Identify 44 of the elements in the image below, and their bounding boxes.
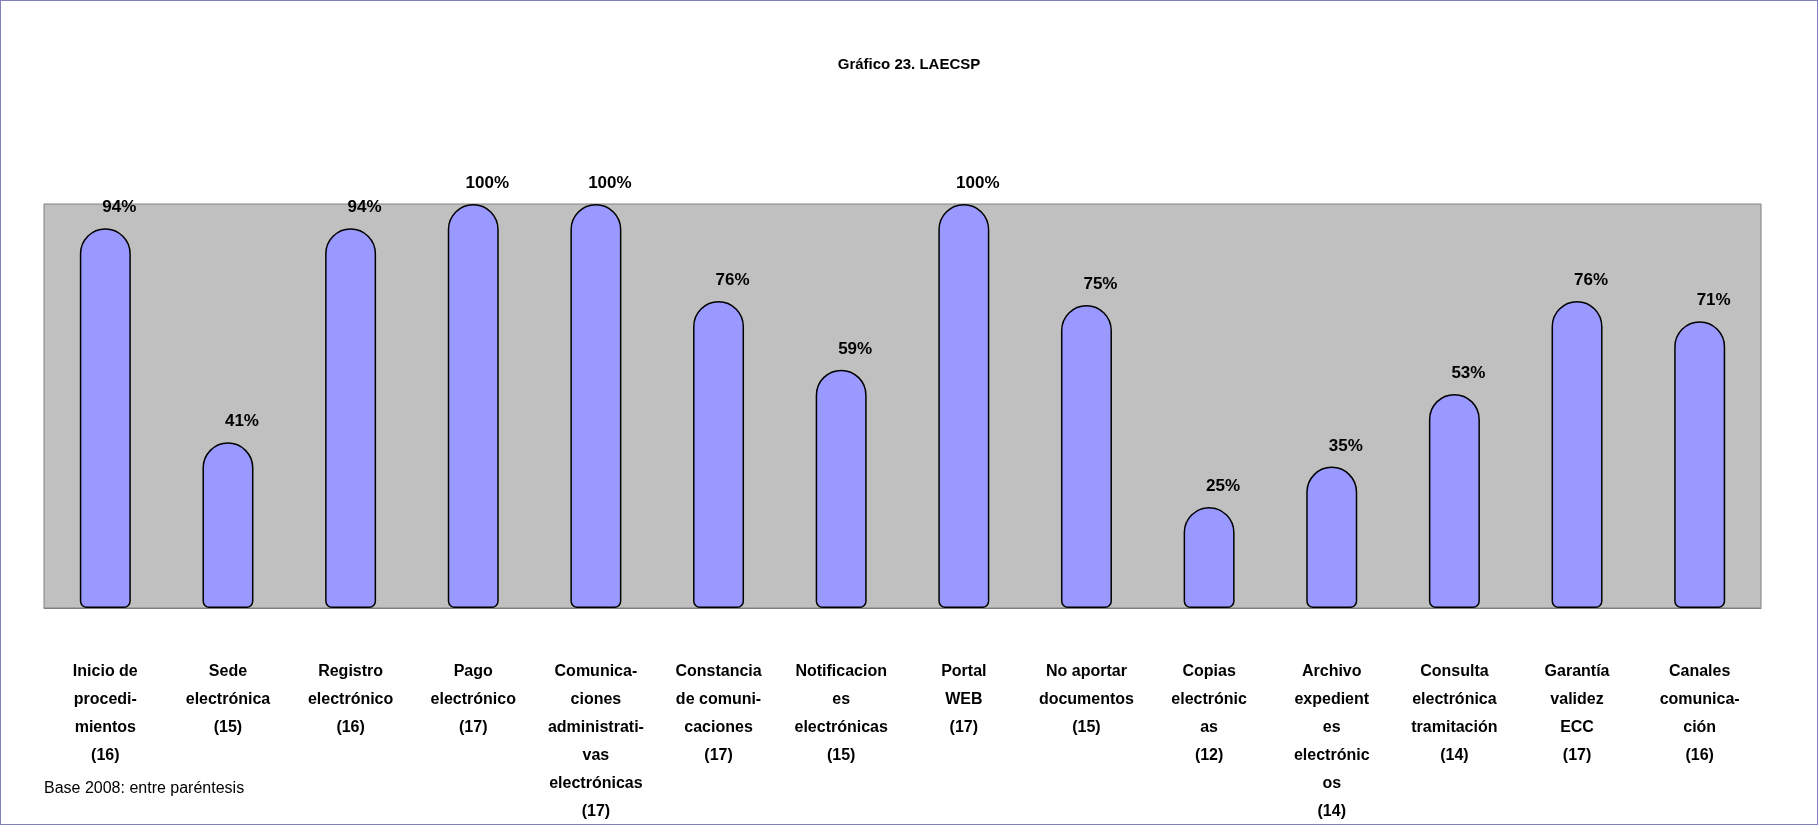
data-label: 75% [1083, 274, 1118, 293]
data-label: 76% [1574, 269, 1609, 289]
bar [79, 228, 131, 608]
data-label: 71% [1696, 290, 1731, 310]
x-tick-label: Sede electrónica (15) [185, 661, 271, 735]
data-label: 94% [347, 197, 382, 217]
chart-title: Gráfico 23. LAECSP [837, 55, 981, 72]
x-tick-label: Copias electrónic as (12) [1171, 661, 1247, 763]
bar [1306, 466, 1358, 608]
data-label: 35% [1328, 435, 1363, 455]
x-tick-label: Registro electrónico (16) [307, 661, 394, 735]
x-tick-label: Pago electrónico (17) [430, 661, 517, 735]
data-label: 100% [956, 173, 1000, 192]
bar [325, 228, 377, 608]
text: Base 2008: entre paréntesis [44, 778, 245, 796]
data-label: 100% [588, 173, 632, 192]
bar [693, 300, 745, 608]
bar [1674, 321, 1726, 608]
x-tick-label: Garantía validez ECC (17) [1544, 661, 1610, 763]
bar [1060, 305, 1112, 608]
x-tick-label: Notificacion es electrónicas (15) [794, 661, 888, 763]
x-tick-label: Consulta electrónica tramitación (14) [1411, 661, 1498, 763]
bar [815, 369, 867, 608]
x-tick-label: Archivo expedient es electrónic os (14) [1293, 661, 1370, 819]
x-tick-label: Canales comunica- ción (16) [1659, 661, 1740, 763]
x-tick-label: Portal WEB (17) [941, 661, 987, 735]
x-tick-label: Constancia de comuni- caciones (17) [675, 661, 762, 763]
bar [447, 204, 499, 608]
bar [202, 442, 254, 608]
data-label: 25% [1206, 476, 1241, 495]
data-label: 41% [224, 411, 259, 431]
data-label: 100% [465, 173, 509, 192]
x-tick-label: No aportar documentos (15) [1038, 661, 1135, 735]
data-label: 94% [102, 197, 137, 217]
bar [1551, 300, 1603, 608]
data-label: 53% [1451, 362, 1486, 382]
x-tick-label: Comunica- ciones administrati- vas electrónicas (17) [547, 661, 644, 819]
bar [570, 204, 622, 608]
bar [1183, 507, 1235, 608]
bar [938, 204, 990, 608]
data-label: 59% [838, 338, 873, 358]
bar [1428, 393, 1480, 608]
data-label: 76% [715, 269, 750, 289]
x-tick-label: Inicio de procedi- mientos (16) [72, 661, 138, 763]
